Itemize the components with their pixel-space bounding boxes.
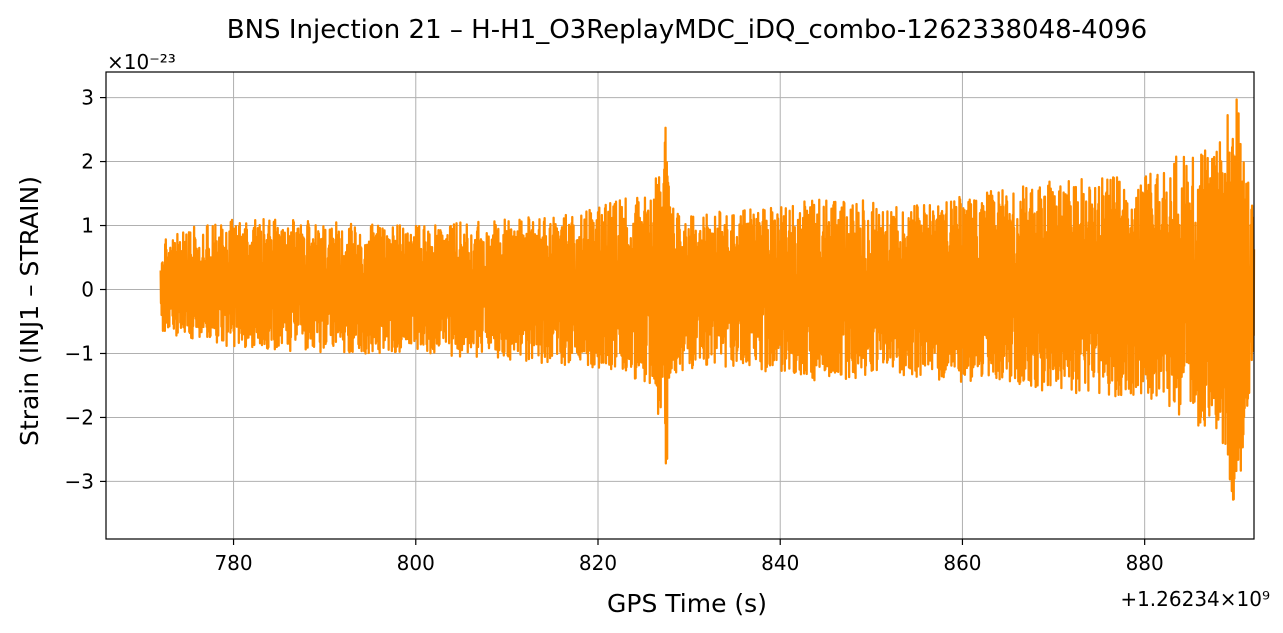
y-tick-label: −2 xyxy=(65,405,94,429)
y-tick-label: 0 xyxy=(81,278,94,302)
chart-title: BNS Injection 21 – H-H1_O3ReplayMDC_iDQ_… xyxy=(227,15,1147,45)
y-scale-text: ×10⁻²³ xyxy=(107,50,176,74)
y-tick-label: 2 xyxy=(81,150,94,174)
x-tick-label: 800 xyxy=(397,551,435,575)
x-offset-text: +1.26234×10⁹ xyxy=(1120,587,1270,611)
plot-frame xyxy=(105,71,1255,540)
x-tick-label: 820 xyxy=(579,551,617,575)
x-tick-label: 860 xyxy=(943,551,981,575)
y-tick-label: 3 xyxy=(81,86,94,110)
y-tick-label: −3 xyxy=(65,469,94,493)
strain-series-line xyxy=(159,98,1256,501)
x-axis-ticks: 780 800 820 840 860 880 xyxy=(214,539,1164,575)
x-axis-label: GPS Time (s) xyxy=(607,589,767,618)
y-axis-label: Strain (INJ1 – STRAIN) xyxy=(15,176,44,446)
x-tick-label: 840 xyxy=(761,551,799,575)
y-tick-label: −1 xyxy=(65,341,94,365)
x-tick-label: 880 xyxy=(1126,551,1164,575)
y-axis-ticks: −3 −2 −1 0 1 2 3 xyxy=(65,86,106,493)
x-tick-label: 780 xyxy=(214,551,252,575)
y-tick-label: 1 xyxy=(81,214,94,238)
